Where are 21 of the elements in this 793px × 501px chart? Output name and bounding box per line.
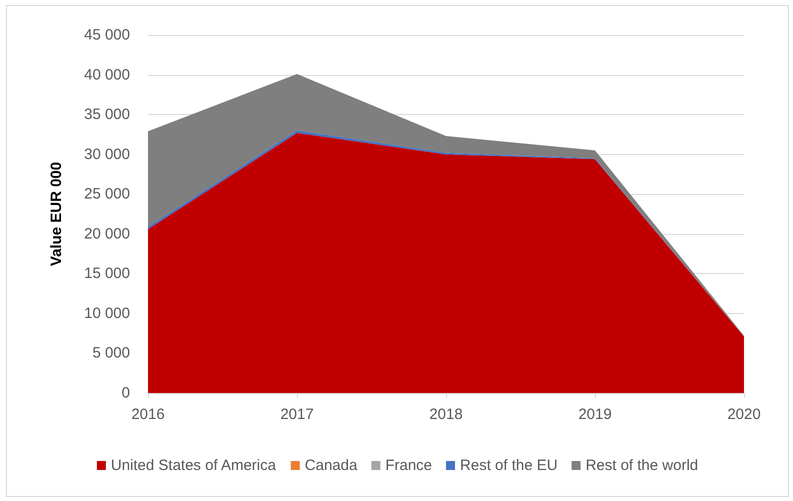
x-tick-label: 2017: [280, 406, 314, 423]
x-tick-label: 2020: [727, 406, 761, 423]
y-tick-label: 15 000: [84, 265, 130, 282]
y-tick-label: 30 000: [84, 146, 130, 163]
legend-label: Rest of the world: [586, 457, 698, 474]
x-tick-label: 2018: [429, 406, 463, 423]
legend-label: United States of America: [110, 457, 277, 474]
y-tick-label: 25 000: [84, 186, 130, 203]
x-tick-label: 2016: [131, 406, 165, 423]
y-tick-label: 0: [122, 384, 130, 402]
legend-label: Canada: [304, 457, 358, 474]
y-tick-label: 5 000: [92, 344, 130, 362]
y-tick-label: 10 000: [84, 304, 130, 322]
y-tick-label: 45 000: [84, 26, 130, 44]
y-tick-label: 40 000: [84, 66, 130, 84]
y-axis-title: Value EUR 000: [48, 162, 65, 266]
x-tick-label: 2019: [578, 406, 612, 423]
y-tick-label: 35 000: [84, 106, 130, 124]
y-tick-label: 20 000: [84, 225, 130, 242]
legend-label: Rest of the EU: [460, 457, 558, 474]
legend-label: France: [385, 457, 432, 474]
